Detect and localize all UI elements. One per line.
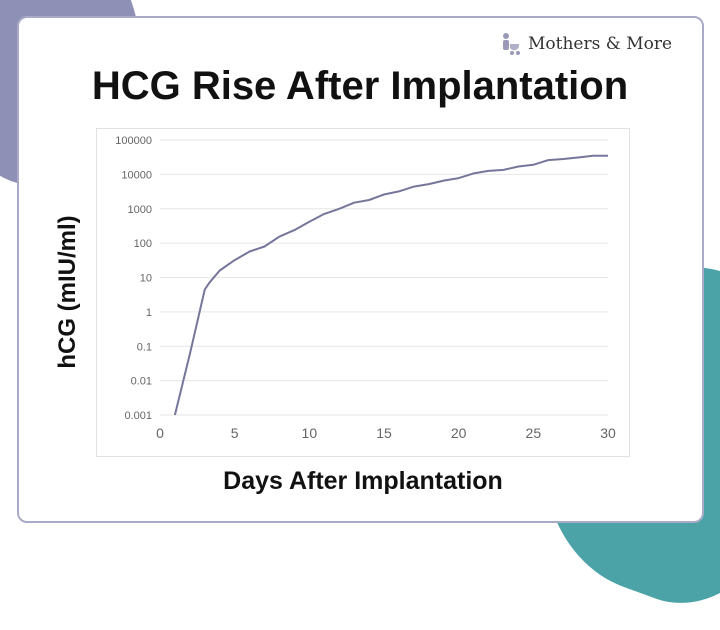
chart-area: 100000 10000 1000 100 10 1 0.1 0.01 0.001 0 5 10 15 2… <box>96 128 630 457</box>
y-tick-label: 0.01 <box>131 376 152 388</box>
brand-name: Mothers & More <box>528 34 672 54</box>
y-tick-label: 0.1 <box>137 341 152 353</box>
x-tick-label: 25 <box>526 425 542 441</box>
x-tick-label: 20 <box>451 425 467 441</box>
x-tick-label: 5 <box>231 425 239 441</box>
stroller-icon <box>500 32 522 56</box>
chart-svg: 100000 10000 1000 100 10 1 0.1 0.01 0.001 0 5 10 15 2… <box>97 129 629 456</box>
y-tick-label: 0.001 <box>124 410 152 422</box>
x-tick-label: 30 <box>600 425 616 441</box>
x-tick-label: 10 <box>302 425 318 441</box>
y-tick-label: 1000 <box>128 204 152 216</box>
x-tick-label: 15 <box>376 425 392 441</box>
x-tick-label: 0 <box>156 425 164 441</box>
y-tick-label: 1 <box>146 307 152 319</box>
x-axis-label: Days After Implantation <box>0 467 720 496</box>
brand-logo: Mothers & More <box>500 32 672 56</box>
chart-title: HCG Rise After Implantation <box>0 64 720 109</box>
y-tick-label: 10000 <box>121 169 152 181</box>
y-tick-label: 10 <box>140 273 152 285</box>
y-tick-label: 100 <box>134 238 152 250</box>
y-tick-label: 100000 <box>115 135 152 147</box>
y-axis-label: hCG (mIU/ml) <box>54 215 82 368</box>
series-line <box>175 156 608 415</box>
